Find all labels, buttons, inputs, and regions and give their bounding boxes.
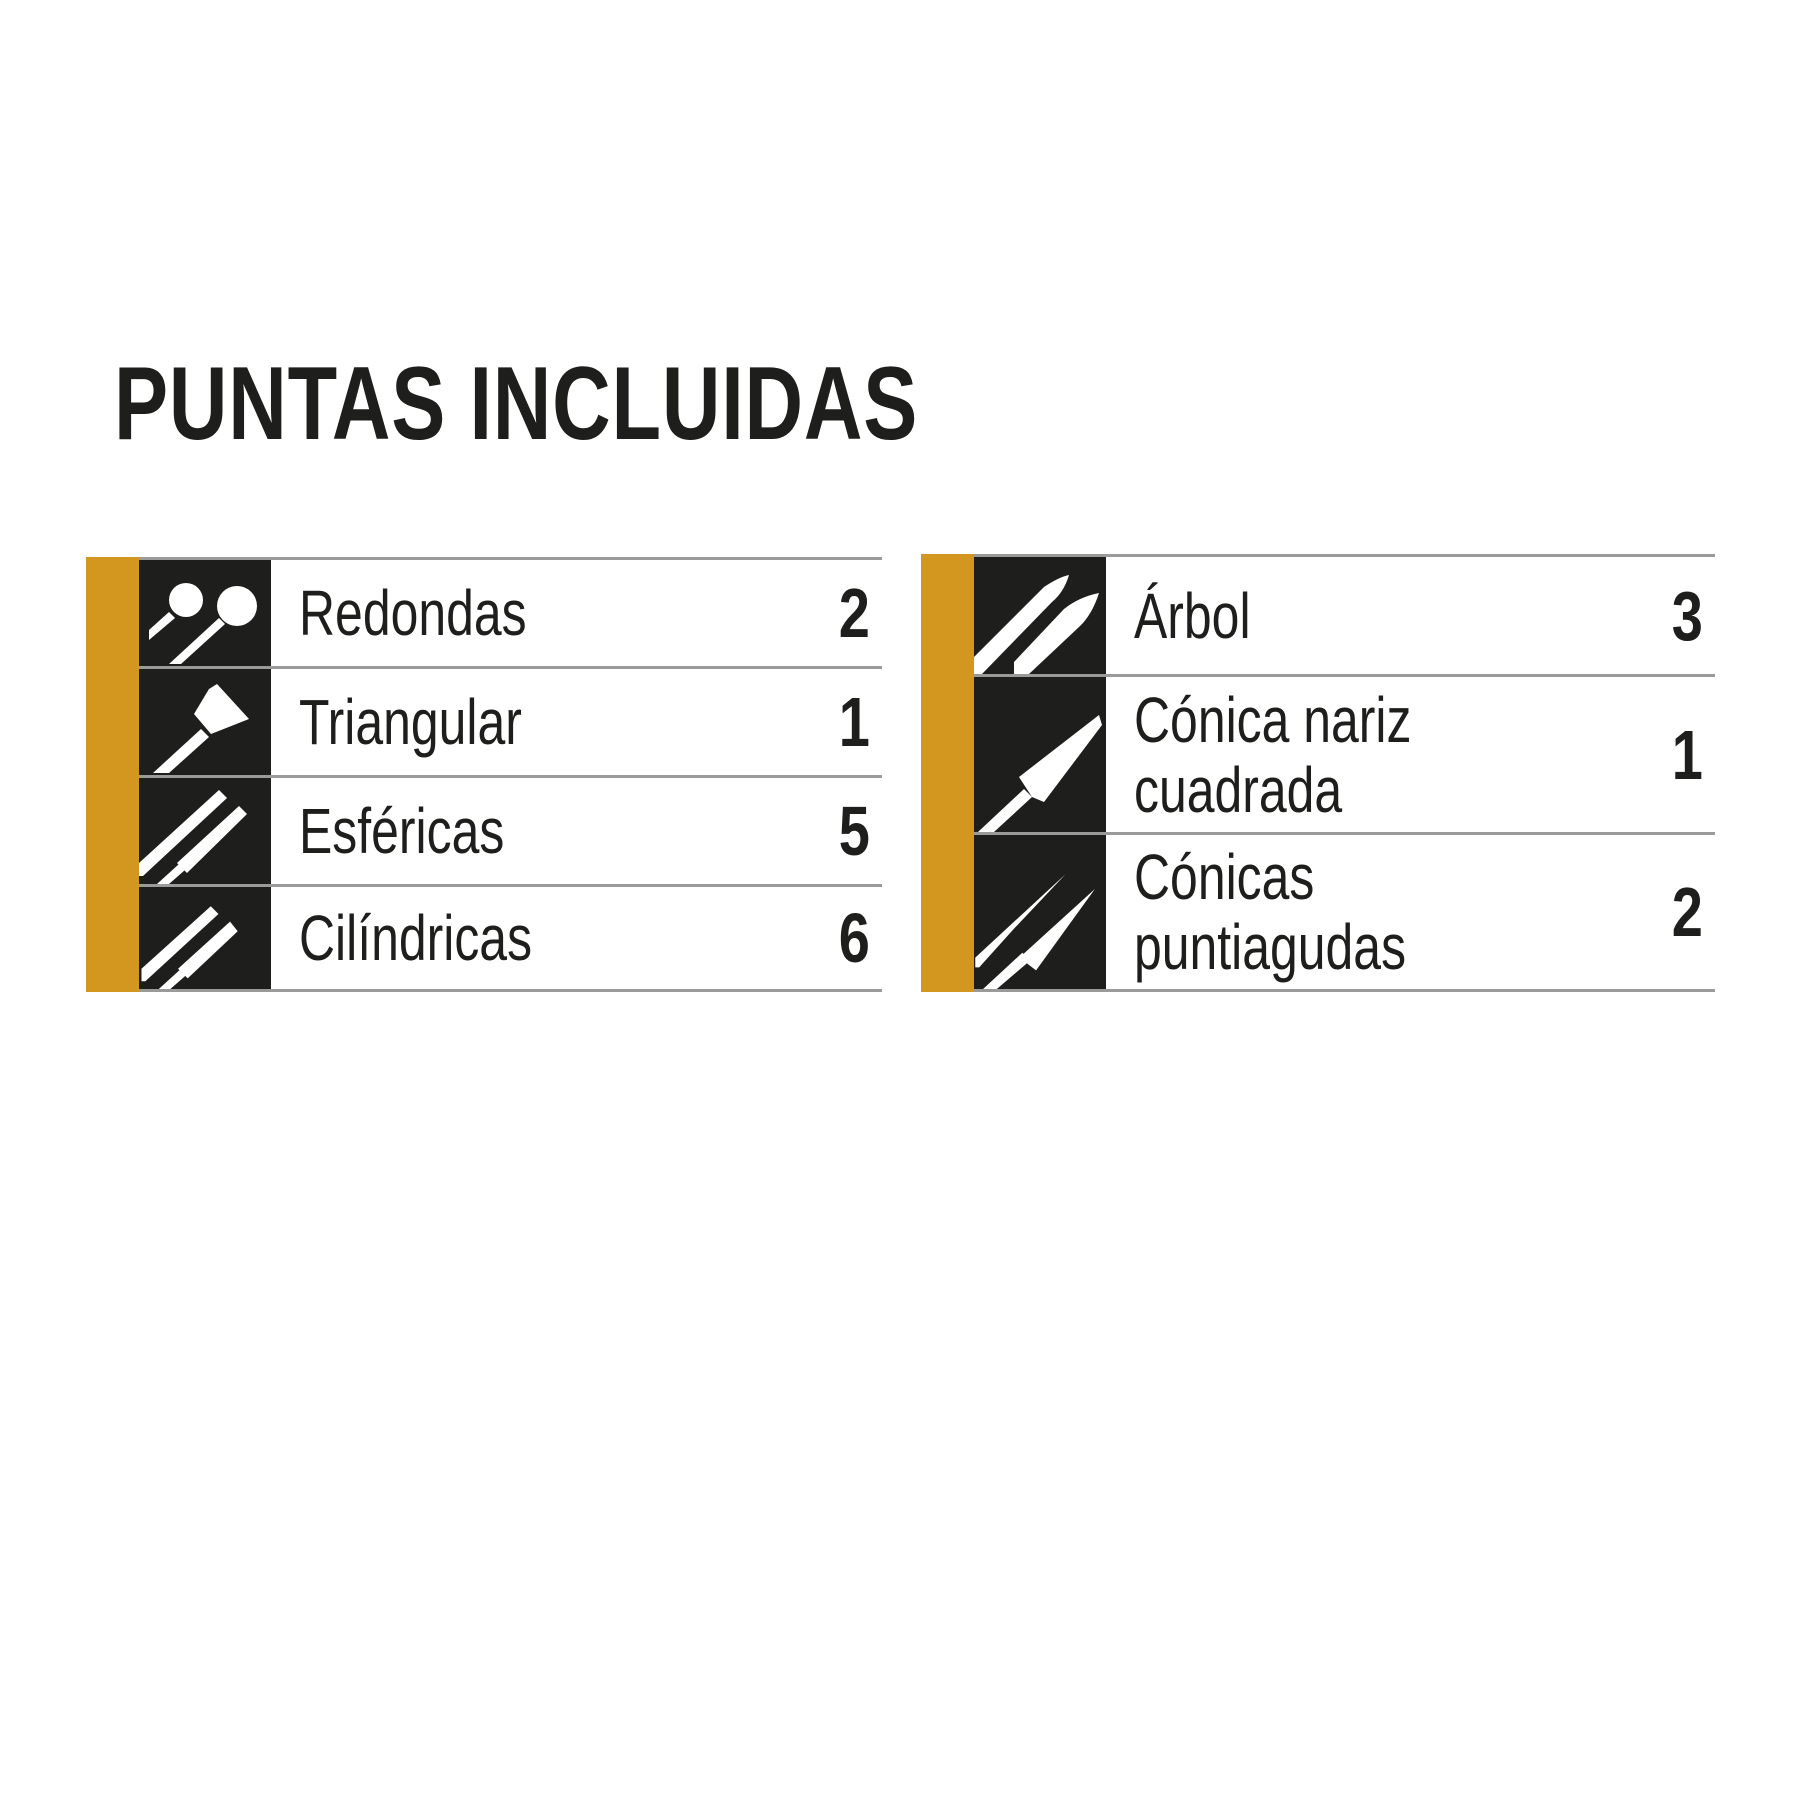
left-tips-table: Redondas 2 Triangular 1 Esféricas 5 Cilí… [86,557,882,992]
accent-bar [86,557,139,992]
right-tips-table: Árbol 3 Cónica nariz cuadrada 1 Cónicas … [921,554,1715,992]
table-row: Árbol 3 [974,554,1715,674]
triangular-tip-icon [139,669,271,775]
pointed-cone-tip-icon [974,835,1106,989]
tree-tip-icon [974,557,1106,674]
table-row: Triangular 1 [139,666,882,775]
table-row: Cónicas puntiagudas 2 [974,832,1715,992]
square-nose-cone-tip-icon [974,677,1106,832]
table-row: Cilíndricas 6 [139,884,882,992]
spherical-tip-icon [139,778,271,884]
page-title: PUNTAS INCLUIDAS [114,346,919,462]
table-row: Esféricas 5 [139,775,882,884]
table-row: Cónica nariz cuadrada 1 [974,674,1715,832]
round-tip-icon [139,560,271,666]
table-row: Redondas 2 [139,557,882,666]
accent-bar [921,554,974,992]
cylindrical-tip-icon [139,887,271,989]
